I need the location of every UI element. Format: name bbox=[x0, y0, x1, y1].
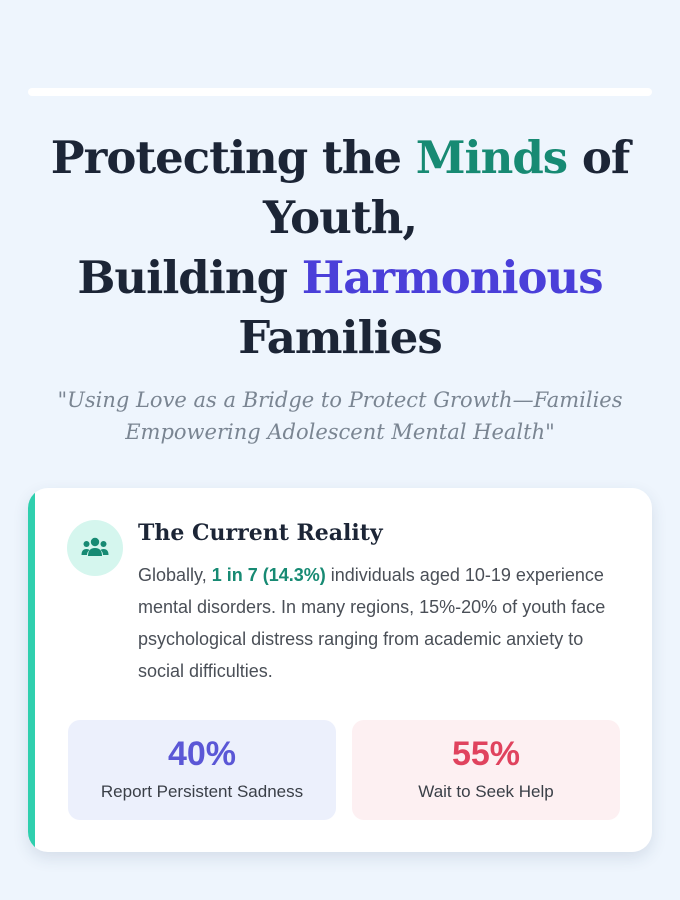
people-icon bbox=[67, 520, 123, 576]
title-highlight: Minds bbox=[415, 131, 568, 184]
title-text: Building bbox=[77, 251, 302, 304]
top-bar bbox=[28, 88, 652, 96]
icon-graphic bbox=[81, 537, 109, 556]
title-line: Protecting the Minds of bbox=[0, 128, 680, 188]
title-line: Youth, bbox=[262, 191, 418, 244]
title: Protecting the Minds of Youth, Building … bbox=[0, 128, 680, 368]
card-text: Globally, 1 in 7 (14.3%) individuals age… bbox=[138, 559, 618, 687]
title-line: Families bbox=[238, 311, 443, 364]
card-accent bbox=[28, 488, 35, 852]
text: Globally, bbox=[138, 565, 212, 585]
title-highlight: Harmonious bbox=[301, 251, 604, 304]
stat-box: 55% Wait to Seek Help bbox=[352, 720, 620, 820]
stat-value: 40% bbox=[167, 735, 237, 773]
card-heading: The Current Reality bbox=[138, 520, 383, 546]
text: individuals aged 10-19 experience mental… bbox=[138, 565, 606, 681]
stat-label: Report Persistent Sadness bbox=[100, 782, 304, 801]
highlight: 1 in 7 (14.3%) bbox=[211, 565, 326, 585]
title-line: Building Harmonious bbox=[0, 248, 680, 308]
reality-card: The Current Reality Globally, 1 in 7 (14… bbox=[28, 488, 652, 852]
stat-label: Wait to Seek Help bbox=[418, 782, 554, 801]
stat-box: 40% Report Persistent Sadness bbox=[68, 720, 336, 820]
subtitle: "Using Love as a Bridge to Protect Growt… bbox=[57, 388, 623, 444]
stat-value: 55% bbox=[451, 735, 521, 773]
title-text: Protecting the bbox=[50, 131, 416, 184]
title-text: of bbox=[567, 131, 630, 184]
